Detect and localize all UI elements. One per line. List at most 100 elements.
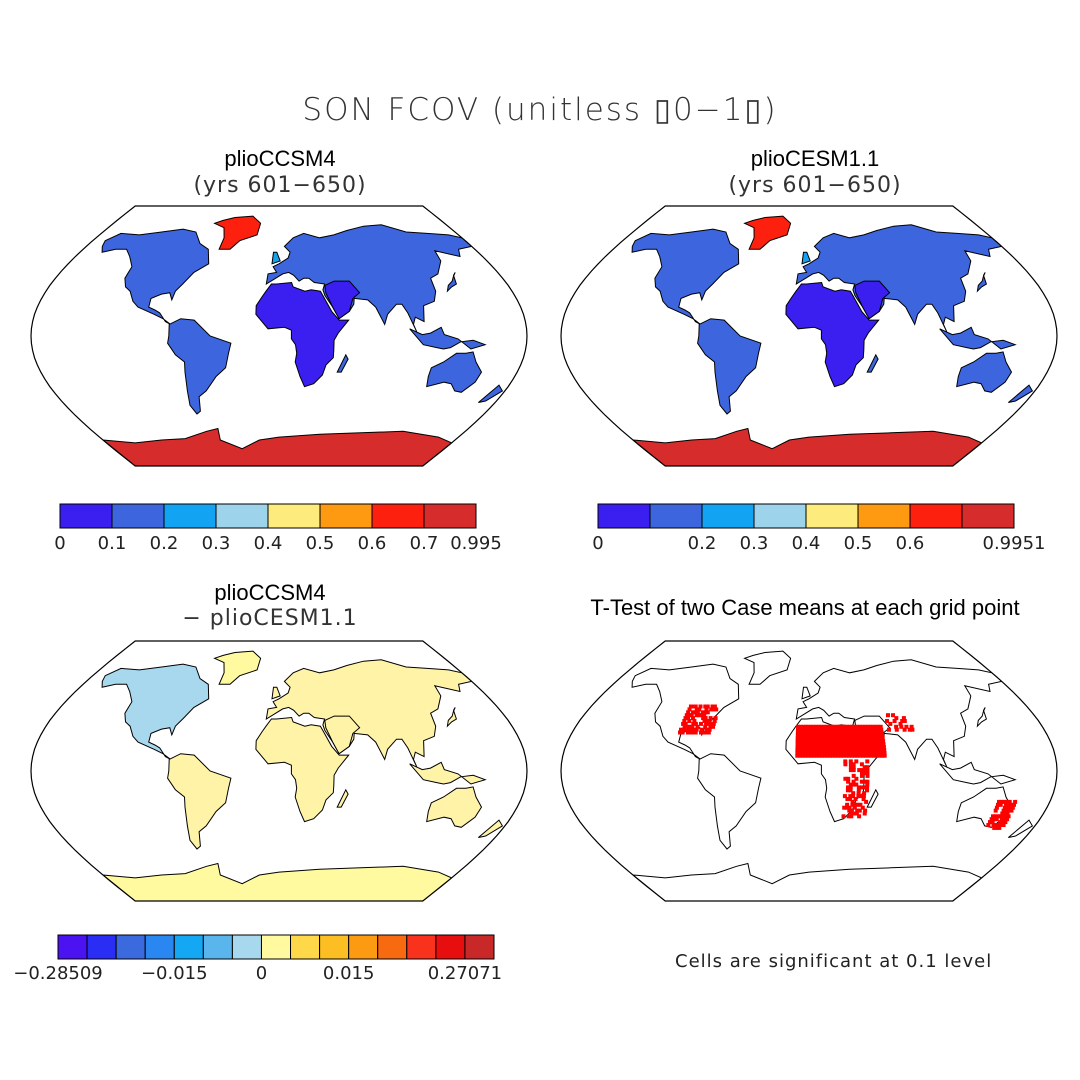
colorbar-tick-label: 0.2 bbox=[149, 533, 179, 554]
continent-indonesia bbox=[409, 761, 487, 785]
colorbar-swatch bbox=[597, 503, 651, 529]
map-frame bbox=[30, 640, 528, 902]
continent-europe-asia bbox=[795, 224, 1003, 332]
continent-greenland bbox=[743, 215, 792, 250]
continent-japan bbox=[976, 707, 988, 728]
colorbar-swatch bbox=[215, 503, 269, 529]
colorbar-tick-label: 0.2 bbox=[687, 533, 717, 554]
continent-north-america bbox=[101, 228, 210, 325]
map-frame bbox=[30, 205, 528, 467]
map-panel-2 bbox=[560, 205, 1058, 467]
continent-indonesia bbox=[939, 326, 1017, 350]
continent-uk bbox=[271, 251, 281, 265]
colorbar-swatch bbox=[348, 934, 379, 960]
colorbar-swatch bbox=[423, 503, 477, 529]
continent-europe-asia bbox=[265, 659, 473, 767]
significance-note: Cells are significant at 0.1 level bbox=[675, 951, 993, 972]
colorbar-swatch bbox=[909, 503, 963, 529]
colorbar-swatch bbox=[319, 934, 350, 960]
colorbar-1 bbox=[59, 503, 477, 529]
colorbar-swatch bbox=[57, 934, 88, 960]
colorbar-swatch bbox=[202, 934, 233, 960]
continent-uk bbox=[271, 686, 281, 700]
colorbar-swatch bbox=[464, 934, 495, 960]
panel-3-title: plioCCSM4 bbox=[214, 580, 326, 605]
panel-4-title: T-Test of two Case means at each grid po… bbox=[590, 595, 1020, 620]
colorbar-swatch bbox=[267, 503, 321, 529]
colorbar-swatch bbox=[406, 934, 437, 960]
colorbar-tick-label: 0.3 bbox=[739, 533, 769, 554]
continent-africa bbox=[255, 716, 350, 823]
panel-1-subtitle: (yrs 601−650) bbox=[193, 173, 367, 198]
colorbar-tick-label: 0.7 bbox=[409, 533, 439, 554]
continent-madagascar bbox=[336, 788, 349, 808]
panel-2-title: plioCESM1.1 bbox=[750, 146, 880, 171]
continent-japan bbox=[446, 707, 458, 728]
continent-arabia bbox=[324, 280, 361, 320]
colorbar-tick-label: 0.4 bbox=[791, 533, 821, 554]
continent-north-america bbox=[101, 663, 210, 760]
continent-arabia bbox=[854, 280, 891, 320]
continent-australia bbox=[956, 351, 1013, 393]
panel-3-subtitle: − plioCESM1.1 bbox=[182, 606, 358, 631]
continent-north-america bbox=[631, 228, 740, 325]
colorbar-swatch bbox=[290, 934, 321, 960]
colorbar-tick-label: 0 bbox=[54, 533, 66, 554]
continent-africa bbox=[785, 281, 880, 388]
panel-2-subtitle: (yrs 601−650) bbox=[728, 173, 902, 198]
continent-japan bbox=[976, 272, 988, 293]
continent-uk bbox=[801, 251, 811, 265]
colorbar-tick-label: 0 bbox=[592, 533, 604, 554]
colorbar-tick-label: 0 bbox=[255, 963, 268, 984]
continent-greenland bbox=[213, 215, 262, 250]
continent-north-america bbox=[631, 663, 740, 760]
continent-new-zealand bbox=[1008, 819, 1034, 838]
colorbar-tick-label: 0.6 bbox=[357, 533, 387, 554]
continent-greenland bbox=[743, 650, 792, 685]
map-frame bbox=[560, 640, 1058, 902]
colorbar-swatch bbox=[260, 934, 292, 960]
colorbar-swatch bbox=[111, 503, 165, 529]
map-panel-4 bbox=[560, 640, 1058, 902]
continent-new-zealand bbox=[478, 819, 504, 838]
colorbar-3 bbox=[57, 934, 495, 960]
colorbar-swatch bbox=[144, 934, 175, 960]
continent-australia bbox=[426, 786, 483, 828]
continent-south-america bbox=[167, 753, 232, 850]
continent-madagascar bbox=[866, 788, 879, 808]
colorbar-tick-label: 0.3 bbox=[201, 533, 231, 554]
colorbar-swatch bbox=[805, 503, 859, 529]
colorbar-tick-label: −0.015 bbox=[140, 963, 208, 984]
continent-arabia bbox=[324, 715, 361, 755]
colorbar-swatch bbox=[961, 503, 1015, 529]
colorbar-swatch bbox=[649, 503, 703, 529]
colorbar-tick-label: 0.4 bbox=[253, 533, 283, 554]
colorbar-swatch bbox=[753, 503, 807, 529]
colorbar-2 bbox=[597, 503, 1015, 529]
figure-title: SON FCOV (unitless ▯0−1▯) bbox=[302, 92, 778, 128]
colorbar-tick-label: 0.1 bbox=[97, 533, 127, 554]
colorbar-swatch bbox=[115, 934, 146, 960]
colorbar-swatch bbox=[371, 503, 425, 529]
continent-new-zealand bbox=[478, 384, 504, 403]
continent-africa bbox=[255, 281, 350, 388]
colorbar-swatch bbox=[377, 934, 408, 960]
colorbar-swatch bbox=[435, 934, 466, 960]
continent-new-zealand bbox=[1008, 384, 1034, 403]
continent-madagascar bbox=[866, 353, 879, 373]
continent-indonesia bbox=[409, 326, 487, 350]
colorbar-tick-label: 0.995 bbox=[450, 533, 502, 554]
continent-europe-asia bbox=[265, 224, 473, 332]
colorbar-tick-label: 0.5 bbox=[305, 533, 335, 554]
continent-uk bbox=[801, 686, 811, 700]
colorbar-tick-label: 0.6 bbox=[895, 533, 925, 554]
significance-cells bbox=[678, 704, 1018, 830]
colorbar-swatch bbox=[857, 503, 911, 529]
continent-australia bbox=[426, 351, 483, 393]
colorbar-swatch bbox=[231, 934, 262, 960]
colorbar-tick-label: 0.27071 bbox=[427, 963, 503, 984]
continent-south-america bbox=[167, 318, 232, 415]
continent-japan bbox=[446, 272, 458, 293]
colorbar-tick-label: 0.9951 bbox=[982, 533, 1046, 554]
